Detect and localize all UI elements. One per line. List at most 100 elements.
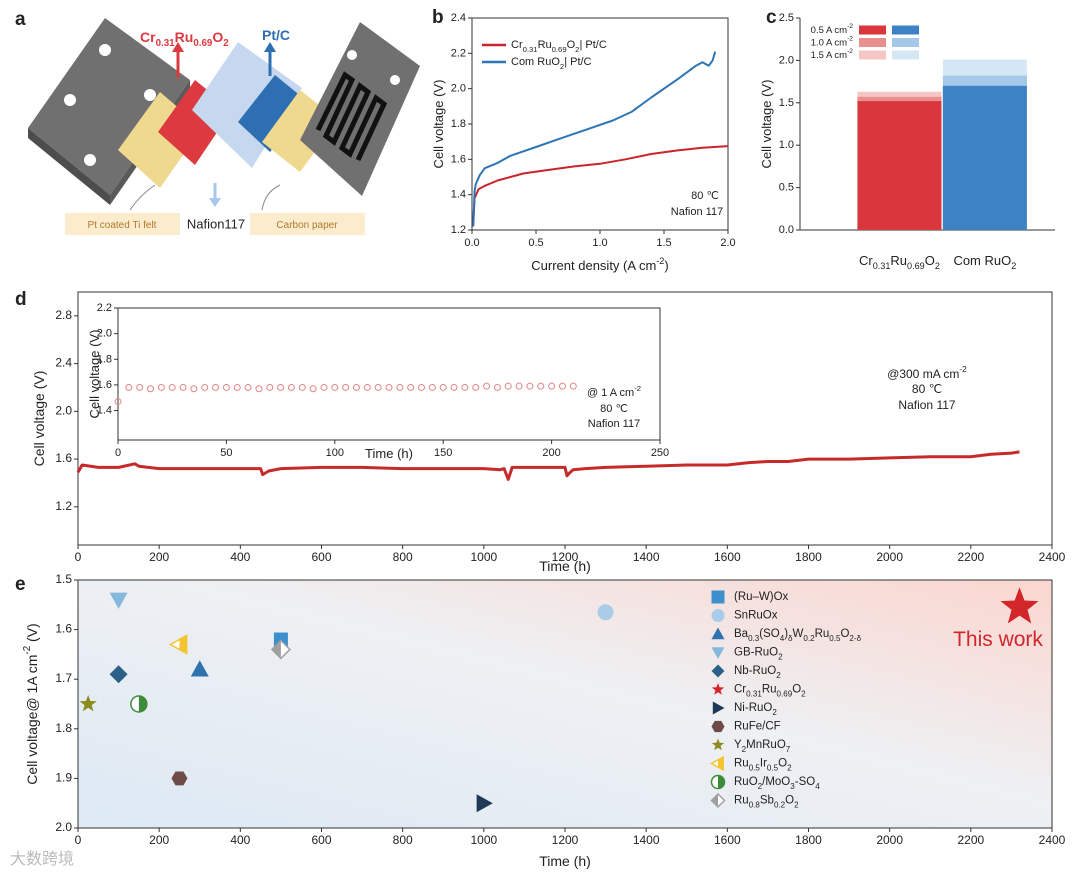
panel-label: e xyxy=(15,574,26,595)
text-part: Ru xyxy=(538,39,552,51)
text-part: 600 xyxy=(311,833,331,847)
text-part: 2 xyxy=(935,261,940,271)
text-part: 1000 xyxy=(470,833,497,847)
cathode-catalyst-label: Pt/C xyxy=(262,27,290,43)
x-tick-label: 1000 xyxy=(470,550,497,564)
data-point xyxy=(79,695,97,712)
text-part: 1400 xyxy=(633,833,660,847)
data-point xyxy=(342,383,350,391)
text-part: 1.9 xyxy=(55,771,72,785)
text-part: 200 xyxy=(149,550,169,564)
data-point xyxy=(472,383,480,391)
marker-shape xyxy=(179,635,187,654)
data-point xyxy=(569,382,577,390)
x-tick-label: 600 xyxy=(311,550,331,564)
data-point xyxy=(109,592,128,609)
category-label: Cr0.31Ru0.69O2 xyxy=(859,253,940,271)
arrow-head xyxy=(172,42,184,52)
text-part: 1.4 xyxy=(451,189,466,201)
data-point xyxy=(125,383,133,391)
y-tick-label: 1.4 xyxy=(451,189,466,201)
text-part: 0.5 xyxy=(528,237,543,249)
text-part: ) xyxy=(784,628,788,640)
text-part: 1.5 xyxy=(779,97,794,109)
marker-shape xyxy=(712,701,725,715)
text-part: 800 xyxy=(393,833,413,847)
text-part: 0.31 xyxy=(523,45,538,54)
text-part: 1200 xyxy=(552,833,579,847)
legend-marker xyxy=(711,647,725,659)
text-part: -2 xyxy=(847,36,853,43)
x-axis-label: Current density (A cm-2) xyxy=(531,256,668,273)
data-point xyxy=(396,383,404,391)
flow-field xyxy=(315,71,388,162)
plot-background xyxy=(78,580,1052,828)
annotation: Nafion 117 xyxy=(588,418,640,430)
annotation: 80 ℃ xyxy=(912,382,942,396)
text-part: 1400 xyxy=(633,550,660,564)
y-tick-label: 2.8 xyxy=(55,308,72,322)
text-part: 2400 xyxy=(1039,550,1066,564)
text-part: MnRuO xyxy=(746,739,786,751)
x-tick-label: 250 xyxy=(651,447,669,459)
text-part: 0.5 A cm xyxy=(811,25,848,36)
panel-a-diagram: a Cr0.31Ru0.69O2 Pt/C Pt coated Ti felt … xyxy=(15,9,420,235)
y-tick-label: 2.4 xyxy=(451,12,466,24)
text-part: 1600 xyxy=(714,550,741,564)
text-part: Ru xyxy=(734,795,749,807)
legend-label: Nb-RuO2 xyxy=(734,665,781,680)
text-part: 2.2 xyxy=(97,302,112,314)
text-part: Ru xyxy=(815,628,830,640)
text-part: Cell voltage (V) xyxy=(31,371,47,467)
y-tick-label: 1.9 xyxy=(55,771,72,785)
legend-swatch xyxy=(859,38,886,47)
text-part: 3 xyxy=(790,782,795,791)
text-part: Ru xyxy=(762,684,777,696)
legend-marker xyxy=(711,664,725,678)
data-point xyxy=(157,383,165,391)
data-point xyxy=(407,383,415,391)
marker-shape xyxy=(711,647,725,659)
text-part: 600 xyxy=(311,550,331,564)
text-part: 1000 xyxy=(470,550,497,564)
text-part: 150 xyxy=(434,447,452,459)
text-part: 80 ℃ xyxy=(600,403,628,415)
text-part: Cr xyxy=(140,29,156,45)
text-part: Ni-RuO xyxy=(734,702,772,714)
marker-shape xyxy=(171,771,188,786)
marker-shape xyxy=(711,664,725,678)
annotation: 80 ℃ xyxy=(691,190,719,202)
text-part: RuO xyxy=(734,776,758,788)
x-tick-label: 1400 xyxy=(633,833,660,847)
data-point xyxy=(277,383,285,391)
x-tick-label: 1.0 xyxy=(592,237,607,249)
text-part: Current density (A cm xyxy=(531,258,656,273)
text-part: O xyxy=(212,29,223,45)
text-part: This work xyxy=(953,628,1043,651)
text-part: -2 xyxy=(959,364,967,374)
annotation: Nafion 117 xyxy=(898,398,955,412)
text-part: 2.5 xyxy=(779,12,794,24)
text-part: (V) xyxy=(24,623,40,646)
text-part: 2 xyxy=(575,45,579,54)
text-part: 200 xyxy=(542,447,560,459)
text-part: Nafion 117 xyxy=(588,418,640,430)
text-part: c xyxy=(766,7,777,28)
data-point xyxy=(352,383,360,391)
data-point xyxy=(526,382,534,390)
text-part: Cell voltage (V) xyxy=(759,80,774,169)
text-part: 1.8 xyxy=(55,721,72,735)
text-part: 400 xyxy=(230,550,250,564)
text-part: 1.0 xyxy=(779,139,794,151)
legend-marker xyxy=(711,738,725,751)
y-axis-label: Cell voltage (V) xyxy=(431,80,446,169)
data-point xyxy=(597,604,614,621)
y-tick-label: 1.0 xyxy=(779,139,794,151)
text-part: a xyxy=(15,9,26,30)
text-part: 7 xyxy=(786,745,791,754)
data-point xyxy=(363,383,371,391)
text-part: 2 xyxy=(560,62,564,71)
text-part: 2 xyxy=(787,763,792,772)
legend-label: Ru0.5Ir0.5O2 xyxy=(734,758,792,773)
annotation: Nafion 117 xyxy=(671,206,723,218)
